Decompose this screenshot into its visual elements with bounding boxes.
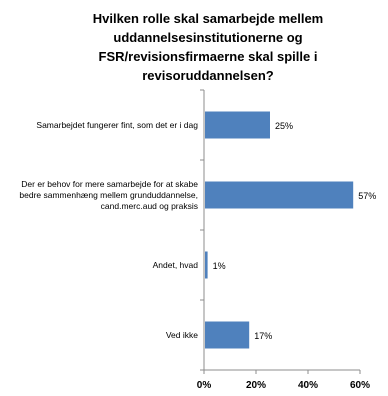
x-tick-label: 60% <box>350 380 370 391</box>
x-tick-label: 40% <box>298 380 318 391</box>
bar <box>205 251 208 279</box>
bar <box>205 111 270 139</box>
bar-value-label: 17% <box>254 331 272 341</box>
category-label: Ved ikke <box>165 329 198 340</box>
bar <box>205 181 354 209</box>
bar-value-label: 57% <box>358 191 376 201</box>
bar-value-label: 25% <box>275 121 293 131</box>
category-label: Andet, hvad <box>152 259 198 270</box>
chart-title: Hvilken rolle skal samarbejde mellem udd… <box>92 11 324 83</box>
bar <box>205 321 250 349</box>
x-tick-label: 0% <box>197 380 212 391</box>
category-label: Der er behov for mere samarbejde for at … <box>19 178 198 211</box>
category-label: Samarbejdet fungerer fint, som det er i … <box>36 119 198 130</box>
bar-value-label: 1% <box>213 261 226 271</box>
x-tick-label: 20% <box>246 380 266 391</box>
